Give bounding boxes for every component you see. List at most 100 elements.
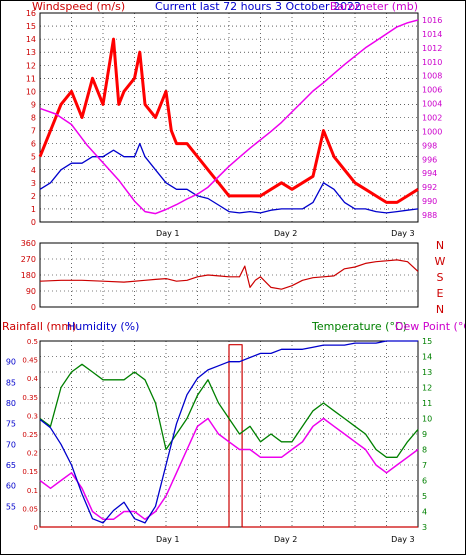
tick-barometer: 1000 bbox=[422, 127, 442, 136]
tick-wind: 2 bbox=[31, 192, 36, 201]
tick-rainfall: 0.4 bbox=[27, 375, 39, 383]
tick-rainfall: 0.1 bbox=[27, 487, 38, 495]
day-label: Day 2 bbox=[274, 535, 297, 544]
tick-barometer: 988 bbox=[422, 211, 437, 220]
tick-wind: 3 bbox=[31, 179, 36, 188]
series-wind-average-line bbox=[39, 142, 419, 214]
tick-wind: 13 bbox=[26, 48, 36, 57]
tick-humidity: 70 bbox=[6, 440, 16, 449]
rain-axis-title: Rainfall (mm) bbox=[2, 320, 76, 333]
day-label: Day 1 bbox=[156, 229, 179, 238]
tick-barometer: 992 bbox=[422, 183, 437, 192]
tick-direction: 270 bbox=[21, 255, 36, 264]
dewpoint-axis-title: Dew Point (°C) bbox=[395, 320, 466, 333]
panel-wind-series bbox=[38, 19, 419, 215]
tick-wind: 14 bbox=[26, 35, 36, 44]
tick-temperature: 11 bbox=[422, 399, 432, 408]
tick-wind: 4 bbox=[31, 166, 36, 175]
tick-barometer: 1010 bbox=[422, 58, 442, 67]
series-rainfall-line bbox=[40, 344, 418, 528]
tick-rainfall: 0.45 bbox=[22, 357, 38, 365]
tick-barometer: 994 bbox=[422, 169, 437, 178]
tick-barometer: 998 bbox=[422, 141, 437, 150]
tick-wind: 11 bbox=[26, 74, 36, 83]
series-barometer-line bbox=[39, 19, 419, 215]
tick-barometer: 1012 bbox=[422, 44, 442, 53]
tick-direction: 0 bbox=[31, 303, 36, 312]
tick-temperature: 6 bbox=[422, 477, 427, 486]
tick-wind: 0 bbox=[31, 218, 36, 227]
chart-title: Current last 72 hours 3 October 2022 bbox=[155, 0, 361, 13]
tick-wind: 16 bbox=[26, 9, 36, 18]
tick-wind: 15 bbox=[26, 22, 36, 31]
tick-temperature: 4 bbox=[422, 508, 427, 517]
tick-rainfall: 0.25 bbox=[22, 431, 38, 439]
tick-barometer: 990 bbox=[422, 197, 437, 206]
tick-rainfall: 0 bbox=[34, 524, 38, 532]
panel-humidity-series bbox=[39, 340, 419, 528]
tick-humidity: 60 bbox=[6, 482, 16, 491]
panel-direction-grid bbox=[40, 243, 418, 307]
series-dewpoint-line bbox=[39, 417, 419, 521]
tick-direction: 90 bbox=[26, 287, 36, 296]
tick-temperature: 5 bbox=[422, 492, 427, 501]
day-label: Day 3 bbox=[391, 229, 414, 238]
tick-humidity: 85 bbox=[6, 378, 16, 387]
tick-temperature: 14 bbox=[422, 353, 432, 362]
tick-wind: 1 bbox=[31, 205, 36, 214]
tick-temperature: 10 bbox=[422, 415, 432, 424]
tick-rainfall: 0.5 bbox=[27, 338, 38, 346]
compass-label: N bbox=[436, 303, 444, 316]
series-temperature-line bbox=[39, 363, 419, 458]
tick-direction: 180 bbox=[21, 271, 36, 280]
tick-wind: 10 bbox=[26, 87, 36, 96]
tick-barometer: 1014 bbox=[422, 30, 442, 39]
series-humidity-line bbox=[39, 340, 418, 524]
tick-barometer: 1008 bbox=[422, 72, 442, 81]
tick-temperature: 7 bbox=[422, 461, 427, 470]
panel-wind-grid bbox=[40, 13, 418, 222]
tick-rainfall: 0.15 bbox=[22, 468, 38, 476]
tick-rainfall: 0.3 bbox=[27, 412, 38, 420]
tick-barometer: 996 bbox=[422, 155, 437, 164]
tick-temperature: 8 bbox=[422, 446, 427, 455]
tick-temperature: 13 bbox=[422, 368, 432, 377]
tick-wind: 9 bbox=[31, 100, 36, 109]
compass-label: S bbox=[437, 271, 444, 284]
day-label: Day 1 bbox=[156, 535, 179, 544]
temperature-axis-title: Temperature (°C) bbox=[311, 320, 407, 333]
tick-humidity: 75 bbox=[6, 420, 16, 429]
tick-rainfall: 0.35 bbox=[22, 394, 38, 402]
baro-axis-title: Barometer (mb) bbox=[330, 0, 418, 13]
day-label: Day 2 bbox=[274, 229, 297, 238]
compass-label: N bbox=[436, 239, 444, 252]
day-label: Day 3 bbox=[391, 535, 414, 544]
tick-humidity: 65 bbox=[6, 461, 16, 470]
tick-barometer: 1006 bbox=[422, 86, 442, 95]
compass-label: W bbox=[435, 255, 446, 268]
tick-humidity: 55 bbox=[6, 502, 16, 511]
panel-wind-axes: 0123456789101112131415169889909929949969… bbox=[26, 9, 443, 238]
tick-barometer: 1002 bbox=[422, 114, 442, 123]
series-windspeed-line bbox=[38, 37, 419, 204]
tick-wind: 12 bbox=[26, 61, 36, 70]
tick-wind: 6 bbox=[31, 140, 36, 149]
tick-temperature: 9 bbox=[422, 430, 427, 439]
tick-temperature: 3 bbox=[422, 523, 427, 532]
tick-barometer: 1004 bbox=[422, 100, 442, 109]
wind-axis-title: Windspeed (m/s) bbox=[32, 0, 125, 13]
tick-rainfall: 0.05 bbox=[22, 505, 38, 513]
tick-temperature: 12 bbox=[422, 384, 432, 393]
tick-barometer: 1016 bbox=[422, 16, 442, 25]
tick-wind: 5 bbox=[31, 153, 36, 162]
panel-direction-series bbox=[39, 259, 419, 290]
tick-rainfall: 0.2 bbox=[27, 450, 38, 458]
tick-wind: 8 bbox=[31, 114, 36, 123]
series-wind-direction-line bbox=[39, 259, 419, 290]
tick-humidity: 90 bbox=[6, 358, 16, 367]
panel-humidity-axes: 0 0.05 0.1 0.15 0.2 0.25 0.3 0.35 0.4 0.45 0.5 55 60… bbox=[6, 337, 432, 544]
